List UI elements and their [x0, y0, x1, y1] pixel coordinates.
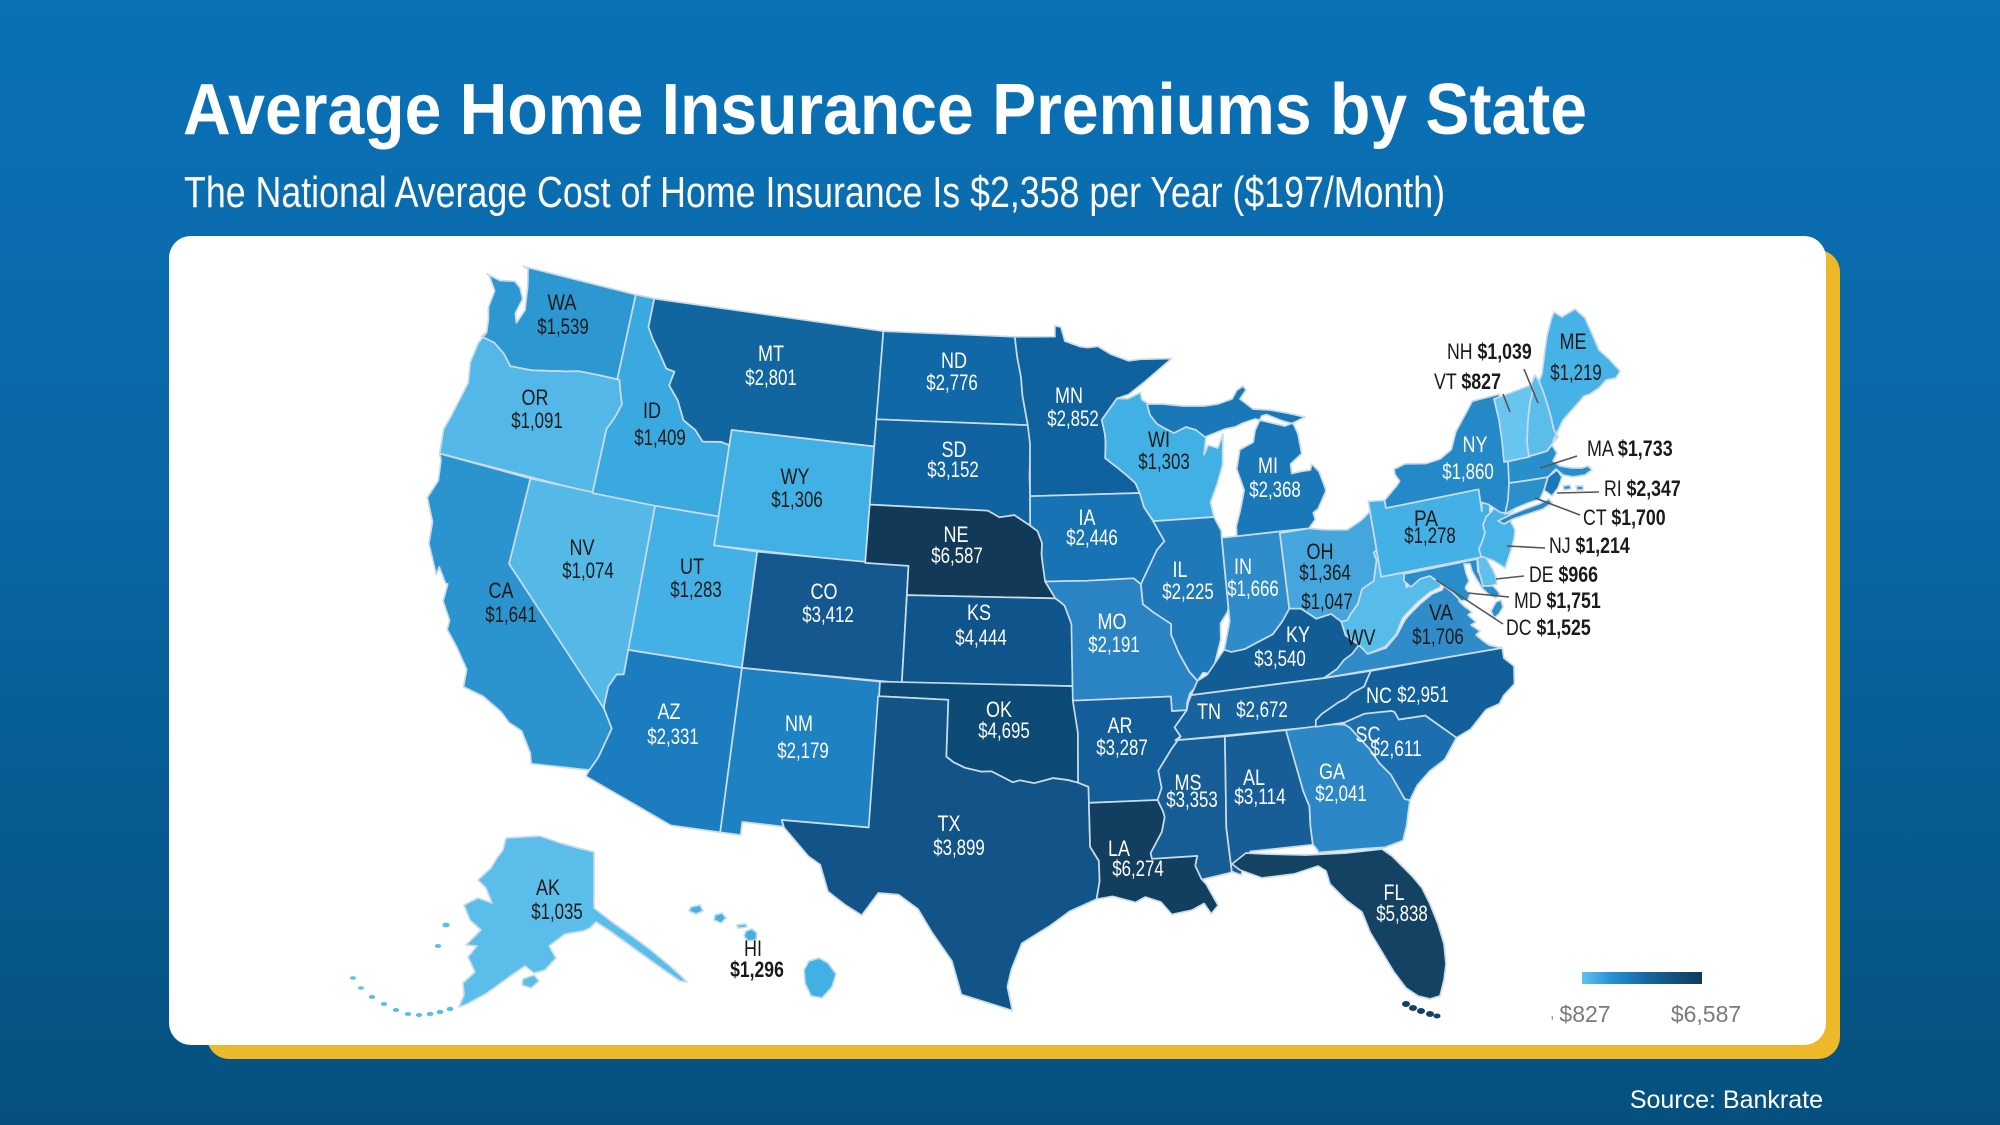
svg-text:$1,047: $1,047 [1301, 589, 1353, 614]
svg-text:$2,446: $2,446 [1066, 525, 1118, 550]
svg-text:$1,278: $1,278 [1404, 523, 1456, 548]
svg-text:KY: KY [1286, 622, 1310, 647]
svg-text:$2,191: $2,191 [1088, 632, 1140, 657]
svg-text:AR: AR [1108, 713, 1133, 738]
svg-text:$3,353: $3,353 [1166, 787, 1218, 812]
svg-text:$1,364: $1,364 [1299, 560, 1351, 585]
svg-text:MO: MO [1098, 609, 1127, 634]
svg-text:IA: IA [1079, 505, 1096, 530]
svg-text:TN: TN [1197, 699, 1221, 724]
svg-text:$2,225: $2,225 [1162, 579, 1214, 604]
svg-text:$2,672: $2,672 [1236, 697, 1288, 722]
svg-text:NE: NE [944, 522, 969, 547]
svg-text:$2,801: $2,801 [745, 365, 797, 390]
svg-text:ME: ME [1560, 329, 1587, 354]
svg-text:$3,287: $3,287 [1096, 735, 1148, 760]
svg-text:MT: MT [758, 341, 784, 366]
svg-text:$1,296: $1,296 [730, 957, 784, 982]
svg-text:TX: TX [938, 811, 961, 836]
svg-text:UT: UT [680, 554, 704, 579]
svg-text:Source: Bankrate: Source: Bankrate [1630, 1086, 1823, 1114]
svg-text:$6,274: $6,274 [1112, 856, 1164, 881]
svg-text:ID: ID [643, 398, 661, 423]
svg-text:OR: OR [522, 385, 549, 410]
svg-text:NC: NC [1366, 683, 1392, 708]
svg-text:$1,860: $1,860 [1442, 459, 1494, 484]
svg-text:$6,587: $6,587 [1671, 1001, 1741, 1027]
svg-text:GA: GA [1319, 759, 1345, 784]
svg-text:KS: KS [967, 600, 991, 625]
svg-text:$2,368: $2,368 [1249, 477, 1301, 502]
svg-text:RI $2,347: RI $2,347 [1604, 476, 1681, 501]
svg-text:WV: WV [1347, 625, 1376, 650]
svg-text:$1,666: $1,666 [1227, 576, 1279, 601]
svg-text:$6,587: $6,587 [931, 543, 983, 568]
svg-text:MI: MI [1258, 453, 1278, 478]
svg-text:$1,219: $1,219 [1550, 360, 1602, 385]
svg-text:$3,114: $3,114 [1234, 784, 1286, 809]
svg-text:FL: FL [1384, 880, 1405, 905]
svg-text:$4,695: $4,695 [978, 718, 1030, 743]
svg-text:HI: HI [744, 936, 762, 961]
svg-text:CT $1,700: CT $1,700 [1583, 505, 1666, 530]
svg-text:WI: WI [1148, 427, 1170, 452]
svg-text:Average Home Insurance Premium: Average Home Insurance Premiums by State [183, 70, 1587, 150]
svg-text:$1,706: $1,706 [1412, 624, 1464, 649]
svg-text:$2,951: $2,951 [1397, 682, 1449, 707]
svg-text:SC: SC [1356, 722, 1381, 747]
svg-text:$2,331: $2,331 [647, 724, 699, 749]
svg-text:$4,444: $4,444 [955, 625, 1007, 650]
svg-text:DC $1,525: DC $1,525 [1506, 615, 1591, 640]
svg-text:$2,776: $2,776 [926, 370, 978, 395]
svg-text:MS: MS [1175, 770, 1202, 795]
svg-text:NM: NM [785, 711, 813, 736]
svg-text:$3,152: $3,152 [927, 457, 979, 482]
svg-text:NY: NY [1463, 432, 1488, 457]
svg-text:$1,539: $1,539 [537, 314, 589, 339]
svg-text:MA $1,733: MA $1,733 [1587, 436, 1673, 461]
svg-text:$3,540: $3,540 [1254, 646, 1306, 671]
svg-text:$2,852: $2,852 [1047, 406, 1099, 431]
svg-text:AL: AL [1243, 765, 1265, 790]
svg-text:$1,283: $1,283 [670, 577, 722, 602]
svg-text:$3,899: $3,899 [933, 835, 985, 860]
svg-text:$2,611: $2,611 [1370, 736, 1422, 761]
svg-text:$1,306: $1,306 [771, 487, 823, 512]
svg-text:$2,179: $2,179 [777, 738, 829, 763]
svg-text:$5,838: $5,838 [1376, 901, 1428, 926]
svg-text:CO: CO [811, 579, 838, 604]
svg-text:$1,409: $1,409 [634, 425, 686, 450]
svg-text:$1,641: $1,641 [485, 602, 537, 627]
svg-text:AZ: AZ [658, 699, 681, 724]
svg-text:$1,035: $1,035 [531, 899, 583, 924]
svg-text:$827: $827 [1559, 1001, 1610, 1027]
svg-text:MD $1,751: MD $1,751 [1514, 588, 1601, 613]
svg-text:NJ $1,214: NJ $1,214 [1549, 533, 1630, 558]
svg-text:PA: PA [1414, 506, 1438, 531]
svg-text:MN: MN [1055, 383, 1083, 408]
svg-text:IN: IN [1234, 554, 1252, 579]
svg-text:OK: OK [986, 697, 1012, 722]
svg-text:WY: WY [781, 464, 810, 489]
svg-text:,: , [1550, 1005, 1554, 1022]
svg-text:VA: VA [1429, 600, 1453, 625]
svg-text:NH $1,039: NH $1,039 [1447, 339, 1532, 364]
svg-text:IL: IL [1173, 557, 1188, 582]
svg-text:SD: SD [942, 437, 967, 462]
svg-text:$1,091: $1,091 [511, 408, 563, 433]
svg-text:VT $827: VT $827 [1434, 369, 1501, 394]
svg-text:OH: OH [1307, 539, 1334, 564]
svg-text:$3,412: $3,412 [802, 602, 854, 627]
svg-text:WA: WA [548, 290, 577, 315]
svg-text:NV: NV [570, 535, 595, 560]
svg-text:LA: LA [1108, 836, 1130, 861]
svg-text:$1,303: $1,303 [1138, 449, 1190, 474]
svg-text:ND: ND [941, 348, 967, 373]
svg-text:AK: AK [536, 875, 560, 900]
svg-text:$2,041: $2,041 [1315, 781, 1367, 806]
svg-text:The National Average Cost of H: The National Average Cost of Home Insura… [184, 168, 1445, 217]
svg-text:$1,074: $1,074 [562, 558, 614, 583]
svg-text:DE $966: DE $966 [1529, 562, 1598, 587]
svg-text:CA: CA [489, 578, 514, 603]
